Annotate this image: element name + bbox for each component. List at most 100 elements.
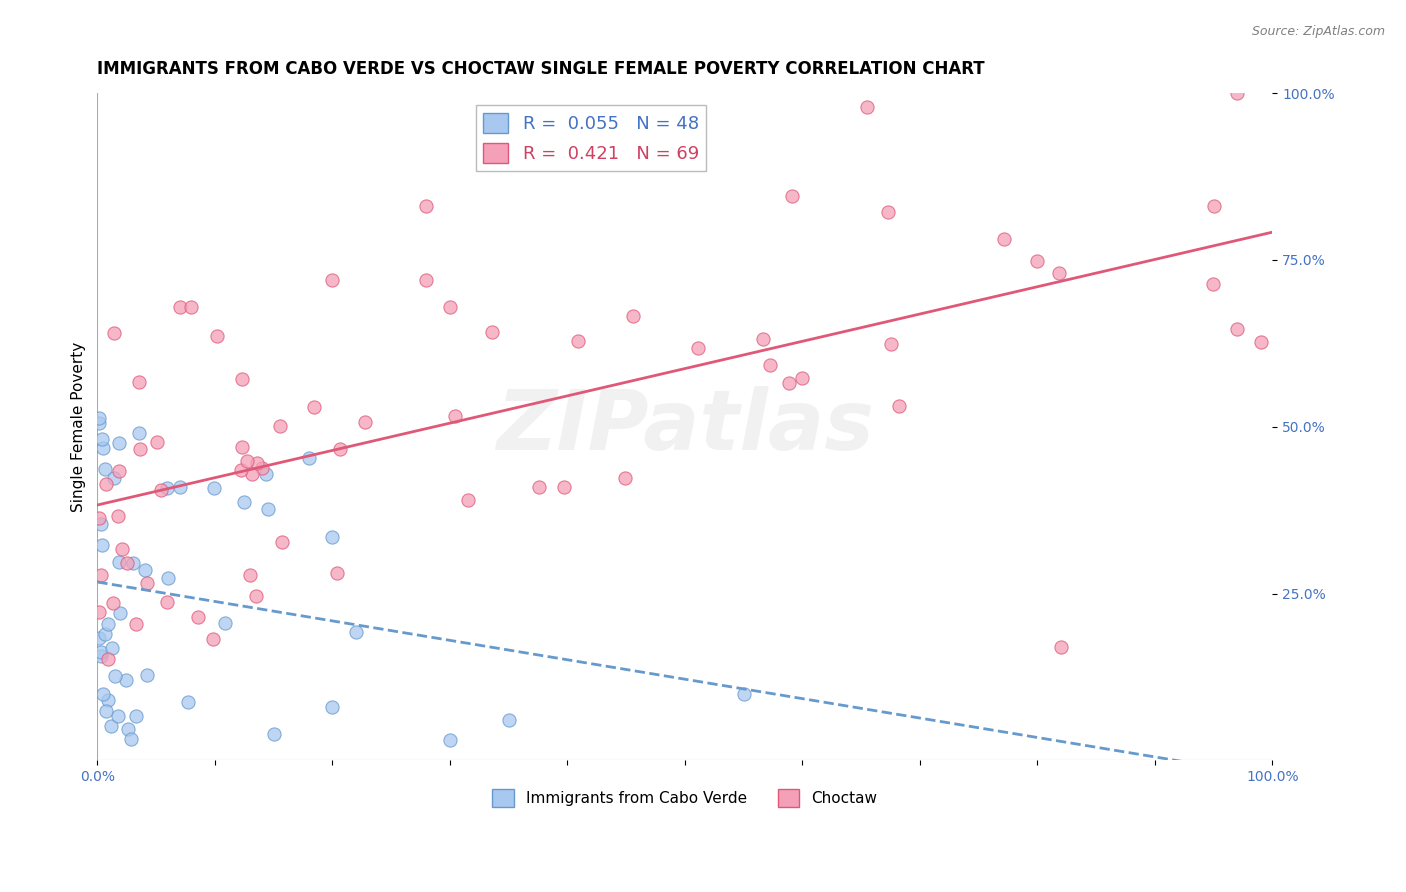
Point <box>1047 267 1070 281</box>
Point <box>614 471 637 485</box>
Point <box>101 596 124 610</box>
Point <box>145 435 167 450</box>
Point <box>180 300 202 314</box>
Point <box>107 508 129 523</box>
Point <box>91 432 114 446</box>
Point <box>87 606 110 620</box>
Point <box>156 481 179 495</box>
Point <box>115 557 138 571</box>
Point <box>214 616 236 631</box>
Point <box>90 648 112 663</box>
Point <box>439 733 461 747</box>
Point <box>94 476 117 491</box>
Point <box>107 709 129 723</box>
Point <box>1026 253 1049 268</box>
Point <box>263 727 285 741</box>
Point <box>326 566 349 580</box>
Point <box>94 627 117 641</box>
Point <box>751 332 773 346</box>
Point <box>87 417 110 431</box>
Point <box>124 617 146 632</box>
Point <box>1202 277 1225 291</box>
Point <box>91 687 114 701</box>
Point <box>1202 199 1225 213</box>
Point <box>239 568 262 582</box>
Point <box>993 232 1015 246</box>
Point <box>205 329 228 343</box>
Point <box>321 700 343 714</box>
Point <box>457 493 479 508</box>
Point <box>302 400 325 414</box>
Point <box>125 709 148 723</box>
Point <box>104 669 127 683</box>
Point <box>782 189 804 203</box>
Point <box>686 341 709 355</box>
Point <box>553 480 575 494</box>
Point <box>97 651 120 665</box>
Point <box>107 436 129 450</box>
Point <box>187 610 209 624</box>
Point <box>1226 322 1249 336</box>
Point <box>97 693 120 707</box>
Point <box>90 516 112 531</box>
Point <box>856 100 879 114</box>
Point <box>354 415 377 429</box>
Point <box>257 502 280 516</box>
Point <box>621 309 644 323</box>
Point <box>122 556 145 570</box>
Point <box>245 456 267 470</box>
Point <box>298 451 321 466</box>
Point <box>527 480 550 494</box>
Point <box>128 426 150 441</box>
Point <box>269 419 291 434</box>
Point <box>87 410 110 425</box>
Point <box>177 696 200 710</box>
Point <box>90 568 112 582</box>
Text: ZIPatlas: ZIPatlas <box>496 386 873 467</box>
Point <box>270 534 292 549</box>
Point <box>103 326 125 340</box>
Point <box>321 530 343 544</box>
Point <box>759 358 782 372</box>
Point <box>321 273 343 287</box>
Point <box>481 325 503 339</box>
Point <box>108 555 131 569</box>
Point <box>792 371 814 385</box>
Point <box>128 376 150 390</box>
Point <box>329 442 352 456</box>
Point <box>1250 335 1272 350</box>
Text: IMMIGRANTS FROM CABO VERDE VS CHOCTAW SINGLE FEMALE POVERTY CORRELATION CHART: IMMIGRANTS FROM CABO VERDE VS CHOCTAW SI… <box>97 60 986 78</box>
Point <box>889 400 911 414</box>
Point <box>115 673 138 687</box>
Point <box>567 334 589 348</box>
Point <box>1226 86 1249 100</box>
Point <box>97 616 120 631</box>
Point <box>87 632 110 646</box>
Point <box>94 705 117 719</box>
Y-axis label: Single Female Poverty: Single Female Poverty <box>72 342 86 512</box>
Point <box>91 538 114 552</box>
Point <box>87 511 110 525</box>
Point <box>245 589 267 603</box>
Point <box>169 480 191 494</box>
Point <box>135 668 157 682</box>
Point <box>111 541 134 556</box>
Point <box>202 481 225 495</box>
Point <box>1050 640 1073 654</box>
Point <box>90 645 112 659</box>
Point <box>156 595 179 609</box>
Point <box>94 462 117 476</box>
Point <box>733 687 755 701</box>
Point <box>103 471 125 485</box>
Point <box>344 625 367 640</box>
Point <box>135 576 157 591</box>
Point <box>150 483 173 497</box>
Point <box>157 571 180 585</box>
Point <box>778 376 800 390</box>
Point <box>415 273 437 287</box>
Point <box>231 463 253 477</box>
Point <box>876 205 898 219</box>
Point <box>128 442 150 456</box>
Text: Source: ZipAtlas.com: Source: ZipAtlas.com <box>1251 25 1385 38</box>
Point <box>100 641 122 656</box>
